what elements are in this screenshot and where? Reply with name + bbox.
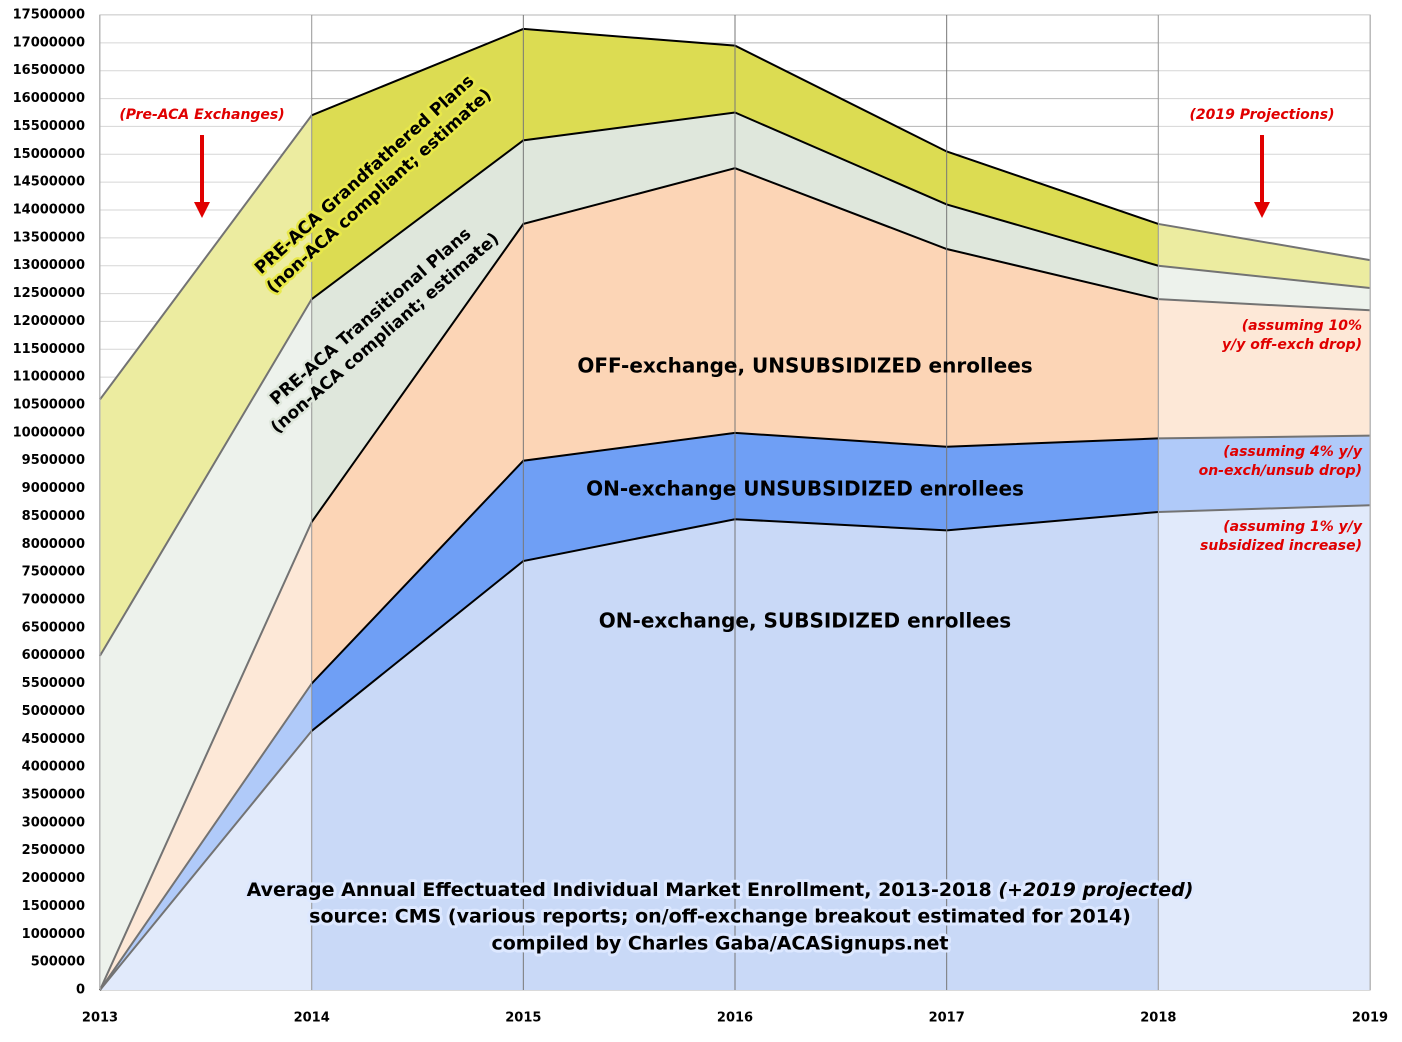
x-tick-label: 2016 [717,1011,753,1026]
annotation: (assuming 10% [1242,318,1362,334]
y-tick-label: 13500000 [13,230,85,245]
chart-title: Average Annual Effectuated Individual Ma… [247,879,1194,901]
y-tick-label: 7500000 [22,565,85,580]
annotation: (assuming 4% y/y [1223,444,1363,460]
chart-subtitle: compiled by Charles Gaba/ACASignups.net [491,933,948,955]
x-tick-label: 2015 [505,1011,541,1026]
y-tick-label: 9000000 [22,481,85,496]
y-tick-label: 10000000 [13,425,85,440]
y-tick-label: 5500000 [22,676,85,691]
x-tick-label: 2014 [294,1011,330,1026]
y-tick-label: 8500000 [22,509,85,524]
pre-aca-shade [100,15,312,990]
chart-title-main: Average Annual Effectuated Individual Ma… [247,879,992,901]
y-tick-label: 15500000 [13,119,85,134]
y-tick-label: 16500000 [13,63,85,78]
x-tick-label: 2018 [1140,1011,1176,1026]
y-tick-label: 1500000 [22,899,85,914]
y-tick-label: 14500000 [13,175,85,190]
chart-title-note: (+2019 projected) [998,879,1193,901]
x-tick-label: 2013 [82,1011,118,1026]
annotation: y/y off-exch drop) [1222,337,1362,353]
y-tick-label: 11000000 [13,370,85,385]
series-label: ON-exchange UNSUBSIDIZED enrollees [586,477,1024,501]
y-tick-label: 6000000 [22,648,85,663]
area [100,112,1370,990]
y-tick-label: 6500000 [22,620,85,635]
x-tick-label: 2017 [929,1011,965,1026]
y-tick-label: 14000000 [13,203,85,218]
y-tick-label: 11500000 [13,342,85,357]
y-tick-label: 3000000 [22,815,85,830]
y-tick-label: 3500000 [22,788,85,803]
y-tick-label: 2500000 [22,843,85,858]
series-label: ON-exchange, SUBSIDIZED enrollees [599,609,1011,633]
annotation: on-exch/unsub drop) [1199,463,1362,479]
y-tick-label: 13000000 [13,258,85,273]
area [100,432,1370,990]
area [100,28,1370,656]
annotation: (assuming 1% y/y [1223,519,1363,535]
y-tick-label: 9500000 [22,453,85,468]
y-tick-label: 2000000 [22,871,85,886]
y-tick-label: 4000000 [22,760,85,775]
annotation: (Pre-ACA Exchanges) [119,107,284,123]
projection-shade [1158,15,1370,990]
y-tick-label: 500000 [31,955,85,970]
annotation: subsidized increase) [1200,538,1362,554]
series-label-line: ON-exchange UNSUBSIDIZED enrollees [586,477,1024,501]
annotation: (2019 Projections) [1190,107,1335,123]
y-tick-label: 7000000 [22,593,85,608]
y-tick-label: 12000000 [13,314,85,329]
y-tick-label: 5000000 [22,704,85,719]
series-label-line: OFF-exchange, UNSUBSIDIZED enrollees [577,354,1032,378]
y-tick-label: 4500000 [22,732,85,747]
x-tick-label: 2019 [1352,1011,1388,1026]
series-label: OFF-exchange, UNSUBSIDIZED enrollees [577,354,1032,378]
series-label-line: ON-exchange, SUBSIDIZED enrollees [599,609,1011,633]
y-tick-label: 17500000 [13,8,85,23]
y-tick-label: 12500000 [13,286,85,301]
y-tick-label: 15000000 [13,147,85,162]
y-tick-label: 10500000 [13,398,85,413]
y-tick-label: 1000000 [22,927,85,942]
y-tick-label: 16000000 [13,91,85,106]
y-tick-label: 0 [76,983,85,998]
y-tick-label: 17000000 [13,35,85,50]
y-tick-label: 8000000 [22,537,85,552]
chart-subtitle: source: CMS (various reports; on/off-exc… [309,906,1131,928]
